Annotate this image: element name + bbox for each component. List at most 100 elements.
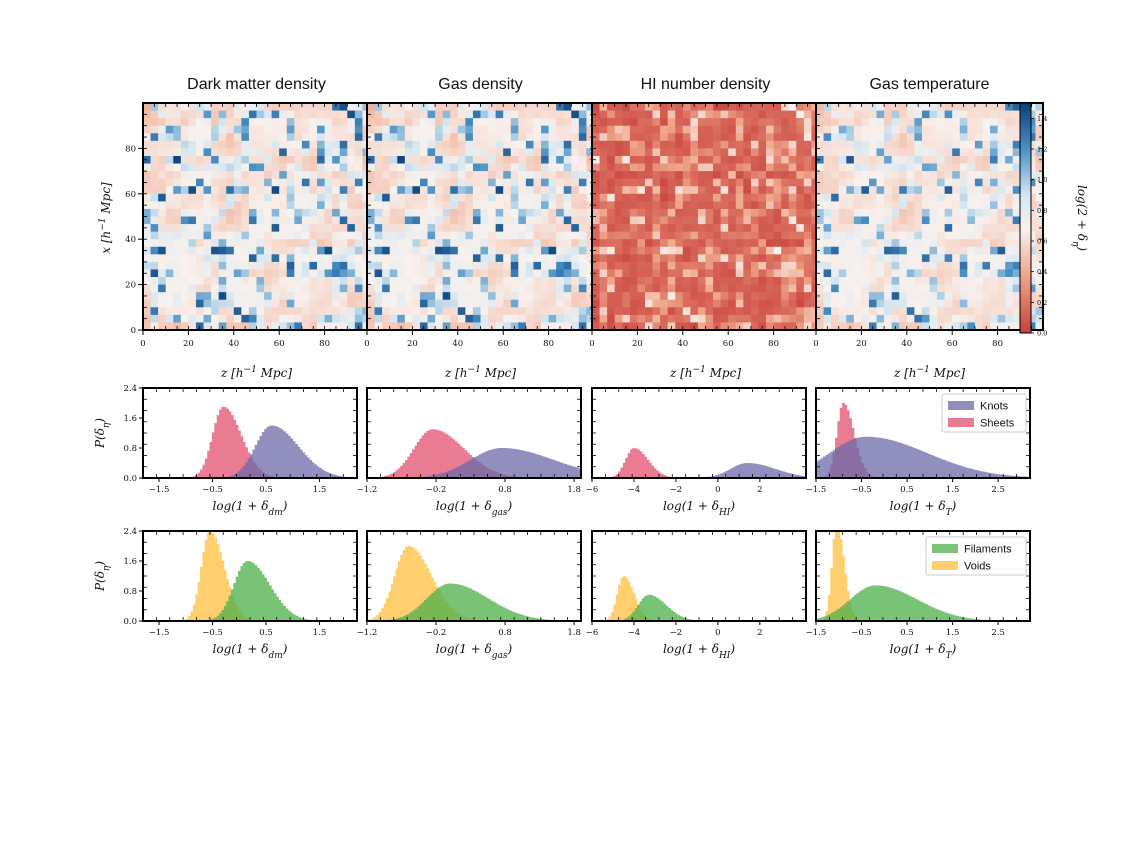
map-cell (442, 307, 451, 316)
map-cell (974, 110, 983, 119)
map-cell (766, 201, 774, 210)
map-cell (256, 110, 265, 119)
map-cell (891, 216, 900, 225)
histogram-bar (459, 445, 463, 478)
map-cell (294, 269, 303, 278)
map-cell (891, 254, 900, 263)
map-cell (868, 193, 877, 202)
map-cell (465, 193, 474, 202)
histogram-bar (504, 608, 508, 621)
map-cell (389, 118, 398, 127)
histogram-bar (219, 613, 222, 621)
map-cell (788, 125, 797, 134)
map-cell (571, 254, 580, 263)
histogram-bar (634, 448, 638, 478)
map-cell (982, 155, 991, 164)
map-cell (637, 231, 646, 240)
map-cell (1035, 103, 1044, 111)
map-cell (533, 277, 542, 285)
map-cell (309, 261, 318, 270)
map-cell (758, 254, 767, 263)
map-cell (853, 269, 862, 278)
map-cell (211, 148, 220, 157)
map-cell (324, 133, 333, 142)
map-cell (241, 284, 250, 293)
map-cell (622, 246, 631, 255)
map-cell (442, 118, 451, 127)
map-cell (750, 224, 759, 233)
map-cell (884, 254, 893, 263)
map-cell (339, 208, 348, 217)
map-cell (607, 163, 616, 172)
map-cell (248, 261, 257, 270)
map-cell (180, 148, 189, 157)
histogram-bar (266, 581, 270, 621)
map-cell (518, 171, 527, 180)
map-cell (592, 103, 600, 111)
map-cell (1012, 133, 1021, 142)
map-cell (853, 231, 862, 240)
map-cell (1027, 314, 1036, 323)
map-cell (404, 292, 413, 301)
histogram-bar (531, 617, 534, 621)
map-cell (233, 103, 242, 111)
map-cell (374, 125, 383, 134)
histogram-bar (209, 531, 213, 621)
map-cell (404, 155, 413, 164)
map-cell (906, 261, 915, 270)
map-cell (952, 148, 961, 157)
map-cell (838, 231, 847, 240)
histogram-bar (374, 616, 377, 621)
map-cell (347, 239, 356, 248)
map-cell (480, 299, 489, 308)
map-cell (488, 261, 497, 270)
series-sheets (369, 429, 537, 478)
map-cell (294, 171, 303, 180)
map-cell (959, 110, 968, 119)
map-cell (510, 284, 519, 293)
map-cell (404, 110, 413, 119)
map-cell (614, 133, 623, 142)
map-cell (982, 277, 991, 285)
map-cell (831, 231, 840, 240)
map-cell (586, 163, 595, 172)
map-cell (758, 133, 767, 142)
map-cell (404, 254, 413, 263)
map-cell (743, 201, 752, 210)
map-cell (271, 254, 280, 263)
map-cell (690, 224, 699, 233)
map-cell (891, 125, 900, 134)
histogram-bar (903, 444, 907, 478)
histogram-bar (419, 438, 422, 478)
map-cell (990, 201, 998, 210)
map-cell (831, 155, 840, 164)
map-cell (271, 178, 280, 187)
map-cell (997, 322, 1006, 331)
map-cell (480, 148, 489, 157)
map-cell (788, 239, 797, 248)
map-cell (705, 299, 714, 308)
map-cell (294, 216, 303, 225)
map-cell (766, 314, 774, 323)
map-cell (571, 125, 580, 134)
map-cell (226, 178, 235, 187)
map-cell (503, 284, 512, 293)
map-cell (404, 186, 413, 195)
map-cell (884, 261, 893, 270)
map-cell (1012, 118, 1021, 127)
map-cell (233, 254, 242, 263)
map-cell (518, 148, 527, 157)
map-cell (868, 171, 877, 180)
map-cell (690, 118, 699, 127)
histogram-bar (649, 462, 652, 478)
map-cell (248, 186, 257, 195)
map-cell (382, 254, 391, 263)
map-cell (637, 284, 646, 293)
map-cell (652, 103, 661, 111)
map-cell (241, 277, 250, 285)
map-cell (743, 110, 752, 119)
map-cell (339, 118, 348, 127)
histogram-bar (407, 546, 411, 621)
histogram-bar (271, 425, 275, 478)
map-cell (301, 299, 310, 308)
